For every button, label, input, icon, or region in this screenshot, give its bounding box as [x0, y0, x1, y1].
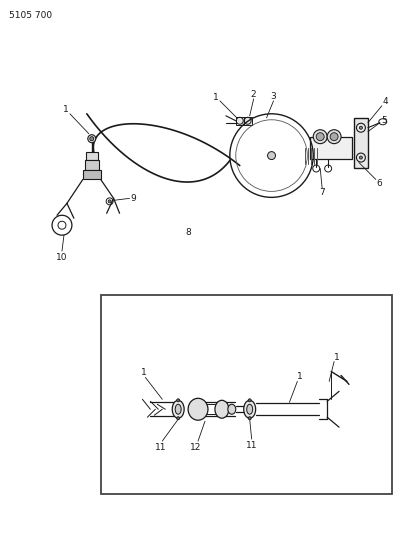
- Text: 6: 6: [376, 179, 381, 188]
- Circle shape: [268, 151, 275, 159]
- Text: 11: 11: [155, 442, 166, 451]
- Text: 1: 1: [63, 106, 69, 114]
- Circle shape: [88, 135, 96, 143]
- Circle shape: [316, 133, 324, 141]
- Bar: [310, 136, 352, 158]
- Circle shape: [359, 156, 362, 159]
- Text: 4: 4: [383, 98, 388, 107]
- Circle shape: [90, 136, 94, 141]
- Bar: [236, 117, 252, 125]
- Bar: [86, 151, 98, 159]
- Circle shape: [177, 417, 180, 419]
- Ellipse shape: [172, 400, 184, 418]
- Text: 11: 11: [246, 441, 257, 449]
- Circle shape: [108, 200, 111, 203]
- Text: 12: 12: [191, 442, 202, 451]
- Circle shape: [248, 399, 251, 402]
- Ellipse shape: [175, 404, 181, 414]
- Text: 1: 1: [140, 368, 146, 377]
- Text: 1: 1: [297, 372, 302, 381]
- Ellipse shape: [215, 400, 229, 418]
- Text: 1: 1: [213, 93, 219, 102]
- Text: 5: 5: [381, 116, 387, 125]
- Ellipse shape: [247, 404, 253, 414]
- Text: 7: 7: [319, 188, 325, 197]
- Circle shape: [330, 133, 338, 141]
- Text: 10: 10: [56, 253, 68, 262]
- Text: 2: 2: [251, 91, 257, 99]
- Bar: [354, 118, 368, 167]
- Ellipse shape: [244, 400, 256, 418]
- Text: 8: 8: [185, 228, 191, 237]
- Ellipse shape: [188, 398, 208, 420]
- Circle shape: [177, 399, 180, 402]
- Bar: [83, 169, 101, 180]
- Text: 3: 3: [271, 92, 276, 101]
- Text: 9: 9: [131, 194, 136, 203]
- Ellipse shape: [228, 404, 236, 414]
- Circle shape: [327, 130, 341, 144]
- Text: 5105 700: 5105 700: [9, 11, 53, 20]
- Circle shape: [248, 417, 251, 419]
- Circle shape: [359, 126, 362, 129]
- Circle shape: [313, 130, 327, 144]
- Bar: [101, 295, 392, 494]
- Bar: [85, 159, 99, 169]
- Text: 1: 1: [334, 353, 340, 362]
